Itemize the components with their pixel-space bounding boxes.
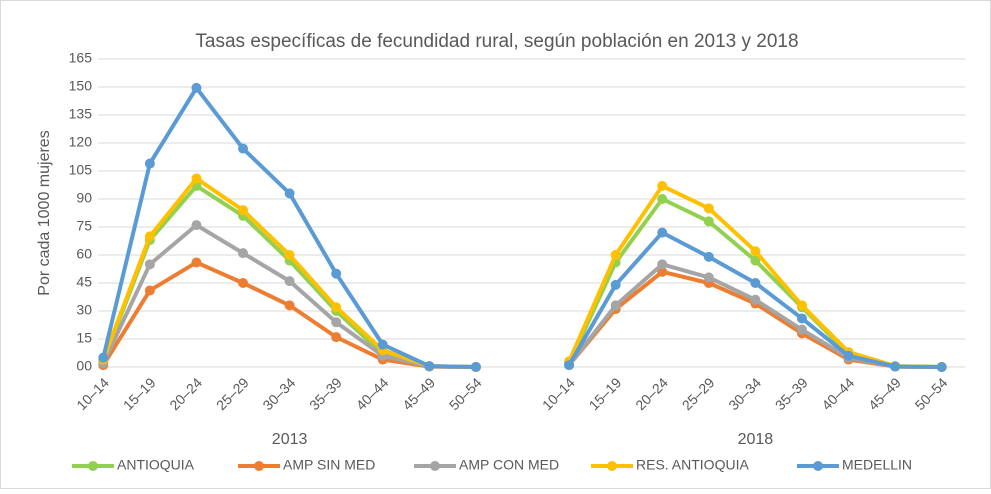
chart-title: Tasas específicas de fecundidad rural, s… bbox=[195, 31, 798, 52]
y-tick-label: 30 bbox=[76, 302, 92, 318]
point bbox=[610, 279, 621, 290]
point bbox=[284, 300, 295, 311]
point bbox=[284, 276, 295, 287]
legend-marker bbox=[607, 461, 617, 471]
group-label: 2013 bbox=[272, 431, 308, 448]
legend-marker bbox=[430, 461, 440, 471]
point bbox=[238, 248, 249, 259]
y-tick-label: 60 bbox=[76, 246, 92, 262]
y-tick-label: 90 bbox=[76, 190, 92, 206]
point bbox=[703, 216, 714, 227]
point bbox=[377, 339, 388, 350]
point bbox=[657, 266, 668, 277]
point bbox=[238, 278, 249, 288]
y-tick-label: 00 bbox=[76, 358, 92, 374]
point bbox=[284, 250, 295, 260]
point bbox=[796, 324, 807, 335]
y-tick-label: 165 bbox=[69, 50, 93, 66]
point bbox=[796, 313, 807, 324]
legend-marker bbox=[88, 461, 98, 471]
point bbox=[191, 220, 202, 231]
group-label: 2018 bbox=[738, 431, 774, 448]
point bbox=[703, 203, 714, 214]
y-tick-label: 45 bbox=[76, 274, 92, 290]
point bbox=[191, 257, 202, 268]
point bbox=[703, 251, 714, 262]
y-axis-label: Por cada 1000 mujeres bbox=[36, 130, 53, 295]
legend-label: AMP CON MED bbox=[459, 457, 559, 473]
point bbox=[424, 361, 435, 372]
y-tick-label: 75 bbox=[76, 218, 92, 234]
point bbox=[331, 332, 342, 343]
point bbox=[890, 361, 901, 372]
legend-label: AMP SIN MED bbox=[283, 457, 375, 473]
point bbox=[657, 227, 668, 238]
legend-label: MEDELLIN bbox=[842, 457, 912, 473]
point bbox=[191, 82, 202, 93]
point bbox=[470, 362, 481, 372]
point bbox=[144, 285, 155, 296]
point bbox=[610, 300, 621, 311]
point bbox=[657, 180, 668, 191]
point bbox=[144, 231, 155, 242]
point bbox=[936, 362, 947, 372]
legend-label: RES. ANTIOQUIA bbox=[636, 457, 749, 473]
point bbox=[144, 259, 155, 270]
y-tick-label: 15 bbox=[76, 330, 92, 346]
point bbox=[331, 268, 342, 279]
point bbox=[657, 194, 668, 204]
point bbox=[331, 302, 342, 313]
point bbox=[284, 188, 295, 199]
point bbox=[750, 246, 761, 257]
point bbox=[564, 360, 575, 371]
point bbox=[750, 255, 761, 266]
y-tick-label: 150 bbox=[69, 78, 93, 94]
point bbox=[796, 300, 807, 311]
point bbox=[331, 317, 342, 328]
y-tick-label: 135 bbox=[69, 106, 93, 122]
point bbox=[750, 294, 761, 305]
point bbox=[703, 272, 714, 283]
point bbox=[750, 278, 761, 288]
legend-label: ANTIOQUIA bbox=[117, 457, 195, 473]
point bbox=[238, 205, 249, 216]
point bbox=[144, 158, 155, 169]
legend-marker bbox=[813, 461, 823, 471]
y-tick-label: 105 bbox=[69, 162, 93, 178]
y-tick-label: 120 bbox=[69, 134, 93, 150]
point bbox=[191, 173, 202, 184]
point bbox=[98, 352, 109, 363]
point bbox=[238, 143, 249, 154]
legend-marker bbox=[254, 461, 264, 471]
point bbox=[843, 350, 854, 361]
point bbox=[657, 259, 668, 270]
point bbox=[610, 250, 621, 260]
